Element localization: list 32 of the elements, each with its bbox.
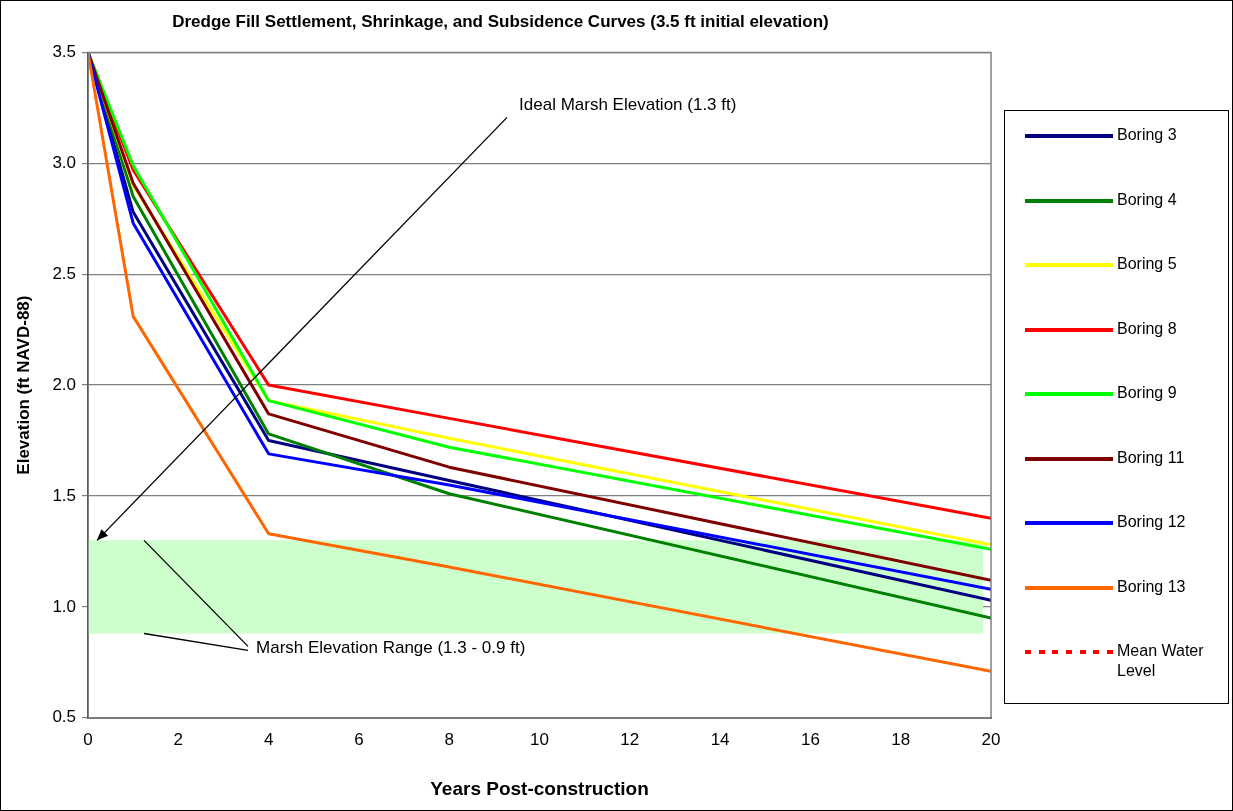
chart-title: Dredge Fill Settlement, Shrinkage, and Subsidence Curves (3.5 ft initial elevation) (172, 11, 829, 31)
annotation: Ideal Marsh Elevation (1.3 ft) (519, 95, 737, 115)
x-tick-label: 16 (800, 729, 820, 749)
y-tick-label: 3.5 (52, 42, 77, 62)
legend-label: Boring 4 (1117, 189, 1178, 210)
legend-label: Boring 9 (1117, 383, 1178, 403)
legend-label: Boring 3 (1117, 125, 1178, 145)
x-tick-label: 8 (444, 729, 454, 749)
x-tick-label: 18 (891, 729, 911, 749)
x-axis-title: Years Post-construction (430, 777, 649, 799)
x-tick-label: 14 (710, 729, 730, 749)
y-tick-label: 1.5 (52, 485, 77, 505)
y-tick-label: 3.0 (52, 152, 77, 172)
x-tick-label: 20 (981, 729, 1001, 749)
legend-label: Boring 8 (1117, 318, 1178, 339)
x-tick-label: 10 (530, 729, 549, 749)
y-tick-label: 1.0 (52, 596, 77, 616)
legend-label: Boring 5 (1117, 254, 1178, 274)
y-axis-title: Elevation (ft NAVD-88) (13, 295, 33, 475)
x-tick-label: 4 (263, 729, 274, 749)
y-tick-label: 0.5 (52, 707, 77, 727)
x-tick-label: 2 (173, 729, 184, 749)
legend-label: Mean Water Level (1117, 641, 1205, 681)
legend-label: Boring 12 (1117, 512, 1187, 532)
y-tick-label: 2.5 (52, 263, 77, 283)
x-tick-label: 6 (354, 729, 364, 749)
x-tick-label: 12 (620, 729, 640, 749)
legend-label: Boring 11 (1117, 447, 1186, 468)
y-tick-label: 2.0 (52, 374, 77, 394)
legend-label: Boring 13 (1117, 576, 1187, 597)
band-label: Marsh Elevation Range (1.3 - 0.9 ft) (256, 638, 526, 658)
x-tick-label: 0 (83, 729, 93, 749)
